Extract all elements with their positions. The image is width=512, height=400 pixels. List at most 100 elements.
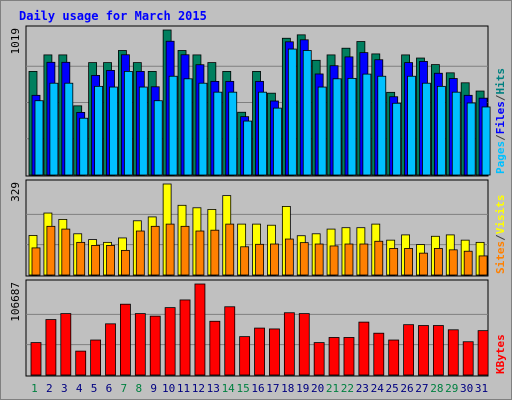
bottom-bar-kbytes xyxy=(373,332,385,376)
day-label: 8 xyxy=(135,382,142,395)
day-label: 21 xyxy=(326,382,339,395)
bottom-bar-kbytes xyxy=(328,337,340,376)
day-label: 31 xyxy=(475,382,488,395)
day-label: 17 xyxy=(266,382,279,395)
middle-bar-sites xyxy=(374,240,384,276)
middle-bar-sites xyxy=(121,249,130,276)
bottom-bar-kbytes xyxy=(298,313,310,376)
bottom-bar-kbytes xyxy=(462,341,474,376)
middle-bar-sites xyxy=(46,225,56,276)
top-bar-pages xyxy=(287,48,297,176)
top-bar-pages xyxy=(332,78,342,176)
top-bar-pages xyxy=(109,86,118,176)
middle-bar-sites xyxy=(210,229,220,276)
bottom-bar-kbytes xyxy=(209,320,221,376)
bottom-bar-kbytes xyxy=(164,307,176,376)
middle-bar-sites xyxy=(61,228,71,276)
top-bar-pages xyxy=(436,85,446,176)
chart-title: Daily usage for March 2015 xyxy=(19,9,207,23)
top-bar-pages xyxy=(79,117,89,176)
bottom-bar-kbytes xyxy=(269,328,280,376)
bottom-bar-kbytes xyxy=(477,330,489,376)
bottom-bar-kbytes xyxy=(343,337,355,376)
bottom-panel: 106687 KBytes xyxy=(9,279,507,377)
day-label: 19 xyxy=(296,382,309,395)
legend-label: Files xyxy=(494,101,507,134)
day-label: 15 xyxy=(236,382,249,395)
day-label: 10 xyxy=(162,382,175,395)
top-scale-max-label: 1019 xyxy=(9,28,22,55)
legend-label: / xyxy=(494,234,507,241)
top-bar-pages xyxy=(407,75,416,176)
top-bar-pages xyxy=(49,82,59,176)
top-bar-pages xyxy=(481,106,491,176)
top-bar-pages xyxy=(317,86,327,176)
legend-label: KBytes xyxy=(494,334,507,374)
middle-bar-sites xyxy=(240,246,250,276)
day-label: 4 xyxy=(76,382,83,395)
bottom-bar-kbytes xyxy=(134,313,146,376)
middle-bar-sites xyxy=(91,245,101,276)
top-bar-pages xyxy=(243,120,253,176)
top-bar-pages xyxy=(347,77,357,176)
top-bar-pages xyxy=(422,82,431,176)
bottom-bar-kbytes xyxy=(120,303,131,376)
middle-bar-sites xyxy=(433,248,443,276)
top-bar-pages xyxy=(213,91,223,176)
day-label: 28 xyxy=(430,382,443,395)
day-label: 11 xyxy=(177,382,190,395)
middle-bar-sites xyxy=(180,225,190,276)
bottom-scale-max-label: 106687 xyxy=(9,282,22,322)
bottom-bar-kbytes xyxy=(149,315,161,376)
middle-bar-sites xyxy=(448,249,458,276)
bottom-bar-kbytes xyxy=(358,321,370,376)
bottom-bar-kbytes xyxy=(179,299,191,376)
middle-bar-sites xyxy=(463,250,473,276)
middle-bar-sites xyxy=(299,242,309,276)
day-label: 20 xyxy=(311,382,324,395)
bottom-bar-kbytes xyxy=(403,324,414,376)
day-labels: 1 2 3 4 5 6 7 8 9 10 11 12 13 14 15 16 17 18 19 20 21 22 23 24 2… xyxy=(31,382,488,395)
middle-bar-sites xyxy=(359,243,369,276)
middle-bar-sites xyxy=(389,248,399,276)
bottom-bar-kbytes xyxy=(447,329,459,376)
bottom-bar-kbytes xyxy=(388,339,400,376)
middle-bar-sites xyxy=(344,243,354,276)
top-bar-pages xyxy=(451,91,461,176)
middle-panel: 329 Sites/Visits xyxy=(9,179,507,277)
day-label: 24 xyxy=(371,382,385,395)
legend-label: / xyxy=(494,134,507,141)
bottom-legend: KBytes xyxy=(494,334,507,374)
bottom-bar-kbytes xyxy=(105,323,116,376)
top-bar-pages xyxy=(273,107,282,176)
bottom-bar-kbytes xyxy=(254,327,265,376)
middle-legend: Sites/Visits xyxy=(494,195,507,275)
top-bar-pages xyxy=(64,82,74,176)
bottom-bar-kbytes xyxy=(224,306,236,376)
top-bar-pages xyxy=(228,91,238,176)
day-label: 9 xyxy=(150,382,157,395)
top-bar-pages xyxy=(258,91,267,176)
top-bar-pages xyxy=(124,71,133,176)
middle-bar-sites xyxy=(284,238,294,276)
day-label: 5 xyxy=(91,382,98,395)
top-bar-pages xyxy=(302,50,312,176)
bottom-bar-kbytes xyxy=(313,342,325,376)
top-bar-pages xyxy=(138,86,148,176)
day-label: 12 xyxy=(192,382,205,395)
middle-bar-sites xyxy=(106,245,115,276)
top-bar-pages xyxy=(362,73,372,176)
middle-bar-sites xyxy=(225,223,235,276)
day-label: 18 xyxy=(281,382,294,395)
legend-label: Pages xyxy=(494,141,507,174)
bottom-bar-kbytes xyxy=(45,319,57,376)
day-label: 29 xyxy=(445,382,458,395)
middle-bar-sites xyxy=(76,241,86,276)
day-label: 30 xyxy=(460,382,473,395)
top-bar-pages xyxy=(168,75,178,176)
bottom-bar-kbytes xyxy=(60,313,72,376)
legend-label: Hits xyxy=(494,68,507,95)
bottom-bar-kbytes xyxy=(283,312,295,376)
